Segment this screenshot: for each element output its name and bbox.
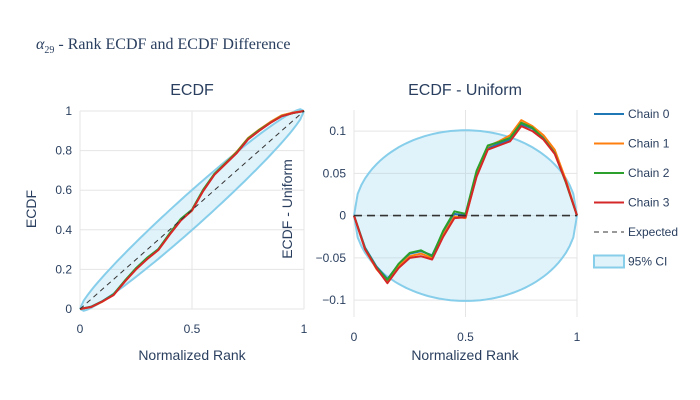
legend-label: Expected	[628, 225, 678, 239]
legend-label: Chain 0	[628, 107, 670, 121]
ecdf-difference-y-axis-label: ECDF - Uniform	[279, 159, 295, 259]
ecdf-difference-series-chain-3	[353, 125, 578, 285]
ecdf-difference-x-tick-label: 0	[351, 330, 358, 344]
ecdf-x-tick-label: 1	[301, 322, 308, 336]
ecdf-series	[79, 110, 305, 310]
ecdf-y-tick-label: 0.6	[55, 183, 72, 197]
ecdf-panel-title: ECDF	[170, 82, 214, 99]
ecdf-difference-panel: ECDF - Uniform −0.1 −0.05 0 0.05 0.1 0 0.5 1 No…	[279, 82, 581, 363]
ecdf-x-tick-label: 0	[77, 322, 84, 336]
legend-item-95-ci[interactable]: 95% CI	[593, 254, 667, 269]
ecdf-difference-ci-upper-bound	[353, 129, 578, 216]
legend-label: Chain 1	[628, 137, 670, 151]
ecdf-panel: ECDF 0 0.2 0.4 0.6 0.8 1 0 0.5 1 Normalized Rank…	[23, 82, 308, 363]
ecdf-y-axis-label: ECDF	[23, 190, 39, 228]
ecdf-difference-y-tick-label: −0.1	[322, 293, 346, 307]
ecdf-series-expected	[79, 110, 305, 310]
ecdf-x-axis-label: Normalized Rank	[138, 347, 246, 363]
legend: Chain 0 Chain 1 Chain 2 Chain 3 Expected 95% …	[593, 107, 678, 269]
ecdf-difference-y-tick-label: 0.05	[323, 166, 347, 180]
ecdf-series-chain-3	[79, 110, 305, 310]
ecdf-y-tick-label: 0	[65, 302, 72, 316]
legend-item-expected[interactable]: Expected	[594, 225, 678, 239]
legend-item-chain-2[interactable]: Chain 2	[594, 166, 670, 180]
ecdf-y-tick-label: 0.8	[55, 144, 72, 158]
ecdf-y-tick-label: 0.2	[55, 262, 72, 276]
ecdf-difference-y-tick-label: 0.1	[329, 124, 346, 138]
ecdf-difference-panel-title: ECDF - Uniform	[408, 82, 522, 99]
legend-label: Chain 3	[628, 196, 670, 210]
ecdf-difference-y-tick-label: 0	[339, 209, 346, 223]
ecdf-difference-y-tick-label: −0.05	[316, 251, 347, 265]
legend-item-chain-3[interactable]: Chain 3	[594, 196, 670, 210]
legend-label: 95% CI	[628, 255, 667, 269]
ecdf-difference-x-tick-label: 0.5	[457, 330, 474, 344]
ecdf-x-tick-label: 0.5	[184, 322, 201, 336]
ecdf-tick-labels: 0 0.2 0.4 0.6 0.8 1 0 0.5 1	[55, 104, 307, 336]
legend-label: Chain 2	[628, 166, 670, 180]
ecdf-y-tick-label: 1	[65, 104, 72, 118]
legend-swatch-95-ci	[593, 254, 625, 269]
ecdf-difference-x-tick-label: 1	[574, 330, 581, 344]
ecdf-ci-upper-bound	[79, 108, 305, 310]
ecdf-y-tick-label: 0.4	[55, 223, 72, 237]
ecdf-difference-x-axis-label: Normalized Rank	[411, 347, 519, 363]
figure-title: α29 - Rank ECDF and ECDF Difference	[36, 36, 291, 57]
legend-item-chain-0[interactable]: Chain 0	[594, 107, 670, 121]
legend-item-chain-1[interactable]: Chain 1	[594, 137, 670, 151]
ecdf-difference-series	[353, 119, 578, 285]
ecdf-difference-tick-labels: −0.1 −0.05 0 0.05 0.1 0 0.5 1	[316, 124, 581, 344]
